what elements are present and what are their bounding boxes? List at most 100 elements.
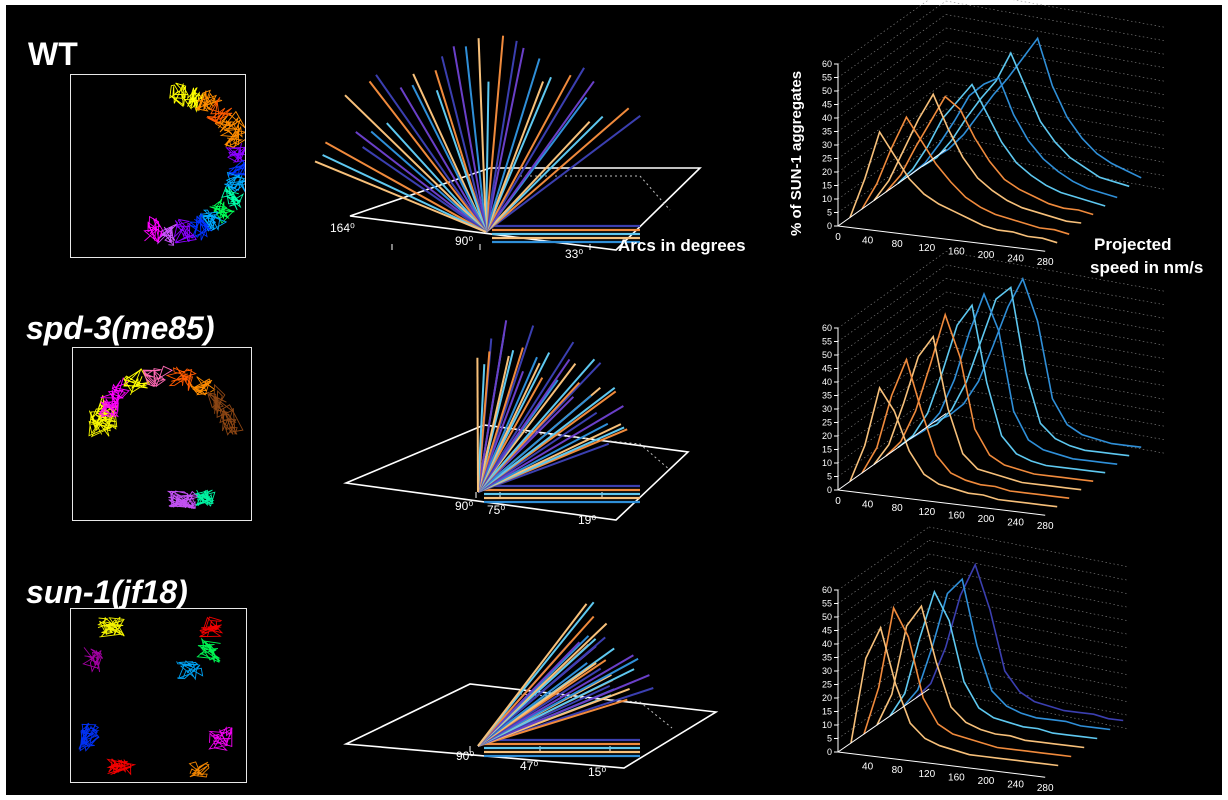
fan-line [485,58,541,233]
trajectory-track [214,110,245,135]
hist-xtick-label: 40 [862,500,874,511]
trajectory-track [123,368,151,396]
hist-series-line [921,51,1130,188]
fan-line [411,84,487,233]
trajectory-track [165,366,197,391]
hist-x-axis [837,751,1046,778]
trajectory-track [88,410,118,438]
fan-line [477,341,575,493]
hist-series-line [897,303,1106,474]
fan-line [477,423,622,493]
fan-line [477,405,624,493]
hist-gridline [837,567,930,631]
hist-ytick-label: 10 [822,458,832,468]
hist-ytick-label: 35 [822,127,832,137]
trajectory-plot-wt [70,74,246,258]
hist-xtick-label: 160 [948,246,965,257]
hist-ytick-label: 10 [822,194,832,204]
trajectory-track [106,758,137,776]
fan-line [324,141,487,233]
trajectory-track [219,404,244,436]
hist-xtick-label: 280 [1037,521,1054,532]
trajectory-plot-spd3 [72,347,252,521]
fan-line [485,67,585,233]
hist-gridline [945,399,1167,441]
hist-gridline [837,607,930,672]
fan-line [485,107,630,233]
hist-gridline [945,251,1167,292]
hist-gridline [928,553,1130,595]
fan-line [477,347,524,493]
hist-gridline [945,149,1167,190]
fan-line [485,81,545,233]
fan-angle-label: 15⁰ [588,765,606,779]
hist-ytick-label: 5 [827,734,832,744]
fan-angle-label: 90⁰ [455,499,473,513]
hist-gridline [837,540,930,604]
hist-gridline [945,0,1167,42]
hist-ytick-label: 50 [822,612,832,622]
hist-xtick-label: 80 [892,503,904,514]
fan-line [477,320,508,493]
fan-line [485,74,572,233]
trajectory-track [224,171,245,193]
hist-gridline [945,135,1167,177]
hist-gridline [945,318,1167,360]
fan-line [477,387,616,493]
fan-line [435,89,487,233]
trajectory-track [221,185,245,211]
hist-xtick-label: 120 [918,769,935,780]
hist-gridline [928,675,1130,716]
hist-gridline [945,81,1167,123]
trajectory-track [188,212,212,241]
hist-gridline [945,332,1167,373]
hist-gridline [928,621,1130,662]
fan-line [476,357,479,493]
hist-ytick-label: 30 [822,140,832,150]
trajectory-track [188,761,210,778]
fan-line [477,358,596,493]
hist-xtick-label: 120 [918,243,935,254]
hist-ytick-label: 5 [827,208,832,218]
hist-ytick-label: 50 [822,350,832,360]
hist-gridline [945,68,1167,109]
hist-gridline [1013,0,1167,28]
trajectory-svg-spd3 [88,365,244,509]
hist-series-line [850,625,1059,767]
trajectory-track [143,215,163,244]
hist-xtick-label: 120 [918,507,935,518]
hist-series-line [921,285,1130,457]
hist-ytick-label: 50 [822,86,832,96]
hist-xtick-label: 0 [835,232,841,243]
hist-series-line [863,605,1072,758]
trajectory-track [176,660,204,681]
hist-ytick-label: 25 [822,154,832,164]
hist-gridline [928,607,1130,649]
trajectory-track [189,376,216,396]
fan-line [477,641,581,747]
hist-ytick-label: 60 [822,323,832,333]
trajectory-track [196,637,221,663]
hist-xtick-label: 160 [948,772,965,783]
trajectory-track [169,82,189,108]
hist-series-line [849,130,1058,244]
hist-x-axis [837,489,1046,516]
fan-gridline [520,175,671,211]
trajectory-track [142,365,174,388]
hist-gridline [837,580,930,645]
hist-ytick-label: 30 [822,404,832,414]
arcs-label: Arcs in degrees [618,236,746,255]
fan-line [477,355,510,493]
hist-series-line [909,291,1118,465]
fan-line [362,146,487,233]
hist-series-line [902,577,1111,731]
hist-series-line [876,604,1085,749]
hist-gridline [945,54,1167,96]
hist-gridline [928,661,1130,703]
trajectory-track [82,647,104,673]
hist-ytick-label: 15 [822,707,832,717]
hist-ytick-label: 25 [822,418,832,428]
hist-gridline [837,661,930,726]
hist-gridline [837,594,930,658]
hist-gridline [837,553,930,618]
